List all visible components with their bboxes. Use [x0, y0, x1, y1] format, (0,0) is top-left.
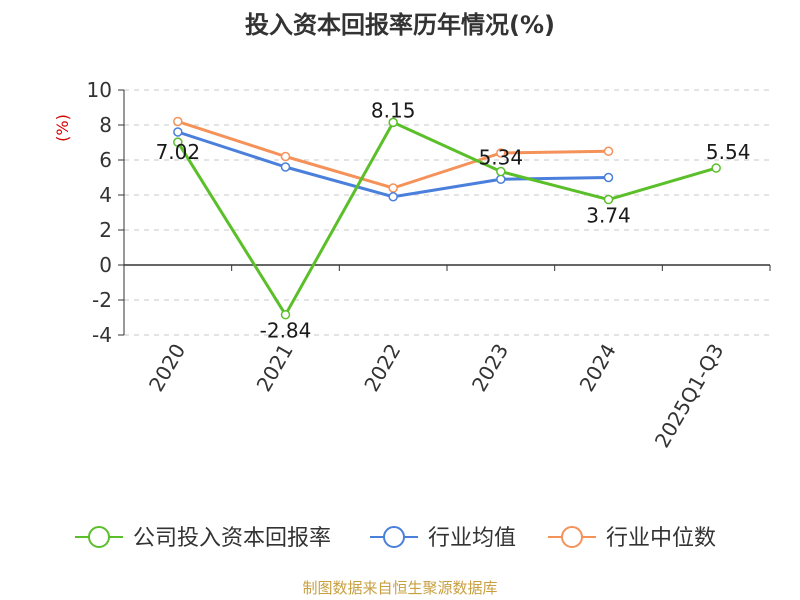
data-label: 5.34: [479, 146, 524, 170]
data-point: [603, 146, 614, 156]
y-tick-label: 4: [99, 183, 112, 207]
data-point: [280, 162, 291, 172]
source-note: 制图数据来自恒生聚源数据库: [302, 579, 497, 597]
legend-label: 行业中位数: [606, 526, 716, 551]
data-point: [603, 194, 614, 205]
gridlines: [124, 89, 770, 336]
data-point: [173, 116, 183, 127]
data-point: [496, 148, 506, 158]
data-point: [388, 117, 398, 128]
data-point: [603, 172, 614, 183]
x-tick-label: 2020: [144, 340, 190, 396]
legend-label: 行业均值: [428, 526, 516, 551]
data-point: [173, 137, 183, 147]
y-tick-label: 10: [87, 78, 112, 102]
legend-marker: [383, 526, 405, 548]
data-label: 5.54: [706, 140, 751, 164]
legend-label: 公司投入资本回报率: [133, 526, 331, 551]
x-tick-label: 2024: [575, 340, 621, 396]
y-tick-label: -4: [92, 323, 112, 347]
chart-title: 投入资本回报率历年情况(%): [245, 11, 555, 39]
data-point: [280, 309, 291, 320]
y-tick-label: 0: [99, 253, 112, 277]
x-tick-label: 2022: [359, 340, 405, 396]
series-group: 7.02 -2.84 8.15 5.34 3.74 5.54: [156, 98, 751, 342]
data-label: 8.15: [371, 98, 416, 122]
series-line: [176, 120, 717, 317]
data-point: [711, 163, 721, 173]
x-tick-label: 2023: [467, 340, 513, 396]
data-point: [496, 166, 506, 177]
y-tick-label: 8: [99, 113, 112, 137]
data-label: 7.02: [156, 140, 201, 164]
data-point: [496, 174, 506, 184]
y-tick-label: -2: [92, 288, 112, 312]
legend-marker: [88, 526, 110, 548]
axes: -4 -2 0 2 4 6 8 10 2020 2021 2022 2023 2024 2025Q1-Q3: [87, 78, 771, 452]
y-tick-label: 2: [99, 218, 112, 242]
legend: 公司投入资本回报率 行业均值 行业中位数: [75, 526, 716, 551]
legend-marker: [561, 526, 583, 548]
x-tick-label: 2025Q1-Q3: [650, 340, 729, 452]
y-tick-label: 6: [99, 148, 112, 172]
data-point: [280, 151, 291, 162]
y-axis-unit: (%): [53, 114, 72, 142]
data-point: [388, 192, 398, 202]
data-point: [173, 127, 183, 137]
x-tick-label: 2021: [252, 340, 298, 396]
data-label: 3.74: [586, 204, 631, 228]
data-point: [388, 183, 398, 193]
data-label: -2.84: [260, 319, 312, 343]
